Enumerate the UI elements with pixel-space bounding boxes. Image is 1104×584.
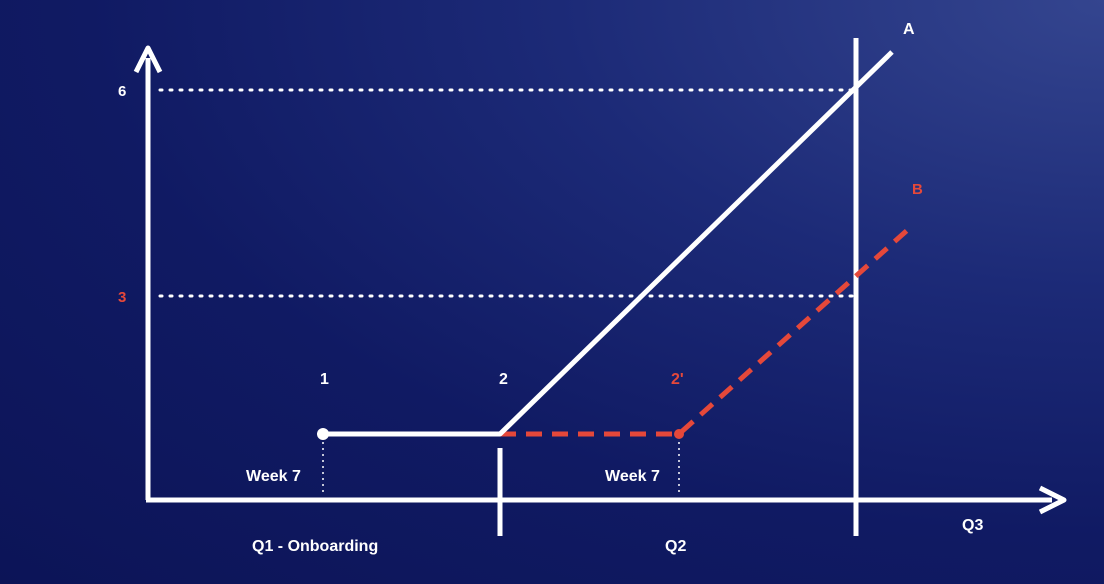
y-tick-3: 3 [118, 289, 126, 306]
point-1-marker [317, 428, 329, 440]
point-2-prime-marker [674, 429, 684, 439]
week-label-q1: Week 7 [246, 468, 301, 485]
point-1-label: 1 [320, 371, 329, 388]
series-a-label: A [903, 21, 915, 38]
series-b-label: B [912, 181, 923, 198]
period-q2-label: Q2 [665, 538, 686, 555]
week-label-q2: Week 7 [605, 468, 660, 485]
point-2-label: 2 [499, 371, 508, 388]
y-tick-6: 6 [118, 83, 126, 100]
path-a-line [323, 50, 894, 437]
x-axis-arrow [1038, 485, 1067, 515]
path-b-line [500, 224, 914, 437]
point-2-prime-label: 2' [671, 371, 684, 388]
period-q3-label: Q3 [962, 517, 983, 534]
period-q1-label: Q1 - Onboarding [252, 538, 378, 555]
y-axis-arrow [133, 45, 163, 74]
